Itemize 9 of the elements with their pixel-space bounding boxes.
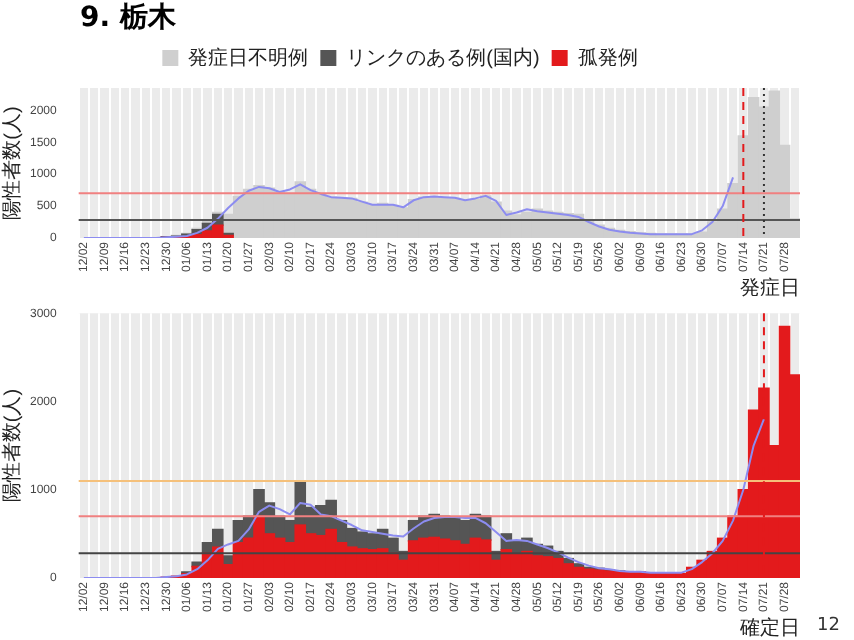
x-axis-title: 確定日 — [738, 615, 800, 640]
legend-label: 孤発例 — [577, 45, 638, 70]
legend-label: リンクのある例(国内) — [346, 45, 540, 70]
text: 12 — [817, 616, 840, 636]
chart-title: 9. 栃木 — [80, 0, 178, 36]
legend-label: 発症日不明例 — [188, 45, 309, 70]
x-axis-title: 発症日 — [740, 275, 800, 300]
y-axis-title: 陽性者数(人) — [0, 106, 24, 220]
y-axis-title: 陽性者数(人) — [0, 388, 24, 503]
